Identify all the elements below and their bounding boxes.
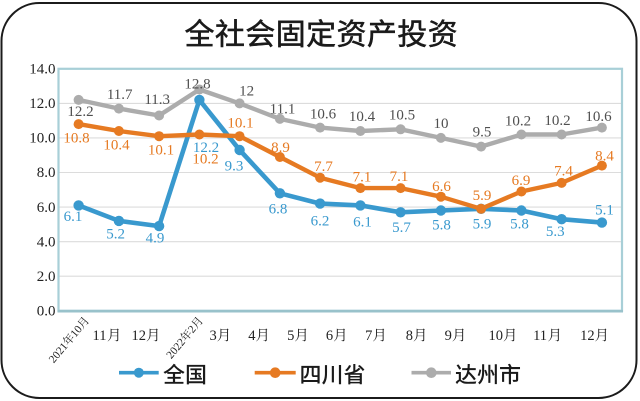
- svg-text:5: 5: [287, 328, 294, 344]
- svg-text:10.5: 10.5: [389, 108, 415, 124]
- svg-text:10.1: 10.1: [227, 116, 253, 132]
- svg-text:10.0: 10.0: [29, 131, 55, 147]
- svg-text:6.0: 6.0: [37, 200, 56, 216]
- svg-text:5.8: 5.8: [510, 217, 529, 233]
- svg-text:9.5: 9.5: [473, 125, 492, 141]
- svg-text:9: 9: [445, 328, 452, 344]
- svg-text:5.9: 5.9: [473, 188, 492, 204]
- svg-text:12.2: 12.2: [193, 140, 219, 156]
- svg-text:12.8: 12.8: [184, 77, 210, 93]
- svg-text:5.2: 5.2: [106, 227, 125, 243]
- svg-text:7.4: 7.4: [554, 164, 573, 180]
- svg-text:4.0: 4.0: [37, 234, 56, 250]
- svg-text:11: 11: [533, 328, 547, 344]
- svg-text:14.0: 14.0: [29, 62, 55, 78]
- svg-text:8.0: 8.0: [37, 165, 56, 181]
- svg-text:10.2: 10.2: [505, 114, 531, 130]
- svg-text:12: 12: [132, 328, 147, 344]
- svg-text:10.4: 10.4: [349, 109, 376, 125]
- svg-text:0.0: 0.0: [37, 304, 56, 320]
- svg-text:10.2: 10.2: [544, 113, 570, 129]
- svg-text:5.8: 5.8: [432, 217, 451, 233]
- svg-text:7.7: 7.7: [314, 159, 333, 175]
- svg-text:8.9: 8.9: [271, 140, 290, 156]
- svg-text:10: 10: [434, 116, 449, 132]
- svg-text:5.9: 5.9: [473, 217, 492, 233]
- svg-text:10.6: 10.6: [585, 109, 612, 125]
- svg-text:5.3: 5.3: [546, 224, 565, 240]
- svg-text:3: 3: [210, 328, 217, 344]
- svg-text:12.0: 12.0: [29, 96, 55, 112]
- svg-text:10.1: 10.1: [148, 143, 174, 159]
- svg-text:5.7: 5.7: [392, 220, 411, 236]
- svg-text:7.1: 7.1: [390, 169, 409, 185]
- svg-text:10.4: 10.4: [103, 138, 130, 154]
- svg-text:11.1: 11.1: [270, 102, 296, 118]
- svg-text:6: 6: [326, 328, 333, 344]
- svg-text:6.2: 6.2: [311, 213, 330, 229]
- svg-text:12.2: 12.2: [67, 104, 93, 120]
- svg-text:12: 12: [580, 328, 595, 344]
- svg-text:6.8: 6.8: [269, 202, 288, 218]
- svg-text:10.2: 10.2: [192, 152, 218, 168]
- svg-text:10.6: 10.6: [310, 107, 337, 123]
- svg-text:10: 10: [489, 328, 504, 344]
- svg-text:5.1: 5.1: [595, 202, 614, 218]
- svg-text:10.8: 10.8: [63, 131, 89, 147]
- svg-text:9.3: 9.3: [225, 159, 244, 175]
- svg-text:12: 12: [239, 84, 254, 100]
- svg-text:6.6: 6.6: [432, 179, 451, 195]
- svg-text:2.0: 2.0: [37, 269, 56, 285]
- svg-text:6.1: 6.1: [64, 209, 83, 225]
- svg-text:6.9: 6.9: [512, 173, 531, 189]
- svg-text:11.7: 11.7: [107, 87, 133, 103]
- svg-text:11: 11: [93, 328, 107, 344]
- svg-text:11.3: 11.3: [144, 92, 170, 108]
- svg-text:2: 2: [186, 324, 199, 336]
- svg-text:8: 8: [406, 328, 413, 344]
- svg-text:7.1: 7.1: [353, 169, 372, 185]
- svg-text:8.4: 8.4: [595, 149, 614, 165]
- svg-text:6.1: 6.1: [353, 215, 372, 231]
- svg-text:4.9: 4.9: [146, 231, 165, 247]
- svg-text:7: 7: [365, 328, 372, 344]
- svg-text:4: 4: [248, 328, 256, 344]
